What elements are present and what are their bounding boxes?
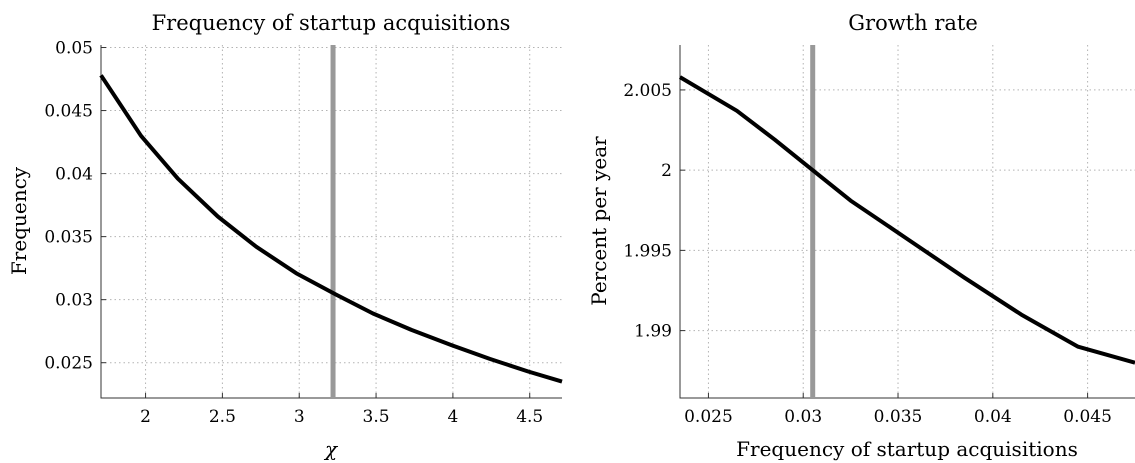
chart-right-ytick-label: 2.005 — [623, 81, 672, 101]
chart-left-ytick-label: 0.035 — [44, 228, 93, 248]
chart-right-xtick-label: 0.025 — [684, 407, 733, 427]
chart-left-ytick-label: 0.045 — [44, 102, 93, 122]
chart-right-ytick-label: 1.995 — [623, 241, 672, 261]
chart-left-ytick-label: 0.025 — [44, 354, 93, 374]
chart-left-ytick-label: 0.04 — [55, 165, 93, 185]
chart-right-xlabel: Frequency of startup acquisitions — [736, 437, 1078, 461]
chart-right-xtick-label: 0.035 — [874, 407, 923, 427]
chart-right-xtick-label: 0.045 — [1063, 407, 1112, 427]
chart-right: Growth rate 0.025 0.03 0.035 0.04 0.045 1.99 1… — [587, 11, 1135, 461]
chart-left-ytick-label: 0.05 — [55, 39, 93, 59]
chart-left-ytick-label: 0.03 — [55, 291, 93, 311]
chart-right-ylabel: Percent per year — [587, 136, 611, 306]
chart-right-xtick-label: 0.03 — [784, 407, 822, 427]
chart-right-axes — [679, 45, 1135, 399]
chart-left-xtick-label: 2 — [140, 407, 151, 427]
chart-left-ylabel: Frequency — [7, 166, 31, 275]
chart-right-series-line — [678, 75, 1135, 365]
chart-left-xtick-label: 2.5 — [209, 407, 236, 427]
chart-left-xtick-label: 3.5 — [363, 407, 390, 427]
chart-left: Frequency of startup acquisitions 2 2.5 3 3… — [7, 11, 563, 461]
chart-right-ytick-label: 2 — [661, 161, 672, 181]
chart-left-title: Frequency of startup acquisitions — [152, 11, 511, 35]
chart-left-xtick-label: 4 — [447, 407, 458, 427]
chart-right-title: Growth rate — [848, 11, 978, 35]
chart-left-xlabel: χ — [323, 437, 339, 461]
chart-right-xtick-label: 0.04 — [974, 407, 1012, 427]
chart-right-ytick-label: 1.99 — [634, 322, 672, 342]
chart-left-series-line — [99, 74, 563, 384]
chart-left-axes — [100, 45, 562, 399]
chart-left-xtick-label: 4.5 — [516, 407, 543, 427]
chart-left-xtick-label: 3 — [294, 407, 305, 427]
